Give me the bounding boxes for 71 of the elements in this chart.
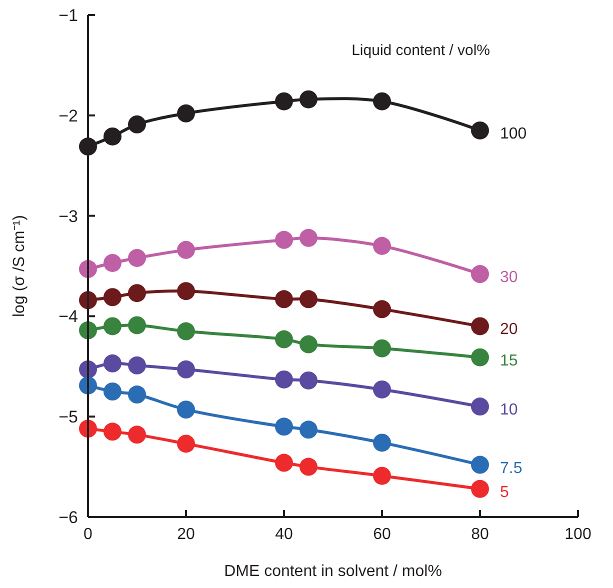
point bbox=[300, 458, 318, 476]
point bbox=[104, 127, 122, 146]
x-tick-label: 80 bbox=[471, 526, 489, 543]
point bbox=[300, 420, 318, 439]
point bbox=[471, 456, 489, 474]
series-label: 5 bbox=[500, 484, 509, 501]
point bbox=[104, 382, 122, 400]
y-tick-label: −3 bbox=[58, 206, 78, 226]
x-tick-label: 60 bbox=[373, 526, 391, 543]
point bbox=[373, 466, 391, 485]
point bbox=[177, 360, 195, 378]
y-axis-title: log (σ /S cm⁻¹) bbox=[11, 215, 28, 317]
point bbox=[177, 240, 195, 259]
series-label: 7.5 bbox=[500, 460, 522, 477]
series-label: 10 bbox=[500, 402, 518, 419]
point bbox=[300, 290, 318, 308]
point bbox=[373, 339, 391, 358]
point bbox=[104, 354, 122, 372]
point bbox=[128, 356, 146, 374]
point bbox=[104, 254, 122, 272]
point bbox=[275, 370, 293, 388]
point bbox=[177, 282, 195, 300]
point bbox=[128, 115, 146, 134]
point bbox=[471, 480, 489, 498]
point bbox=[373, 92, 391, 110]
point bbox=[128, 426, 146, 444]
point bbox=[373, 236, 391, 255]
point bbox=[275, 418, 293, 436]
y-tick-label: −6 bbox=[58, 508, 78, 527]
point bbox=[373, 434, 391, 452]
y-tick-label: −4 bbox=[58, 307, 78, 326]
point bbox=[104, 317, 122, 336]
x-tick-label: 20 bbox=[177, 526, 195, 543]
x-tick-label: 0 bbox=[84, 526, 93, 543]
point bbox=[128, 248, 146, 267]
point bbox=[104, 422, 122, 441]
point bbox=[275, 330, 293, 348]
point bbox=[128, 386, 146, 404]
point bbox=[373, 300, 391, 318]
y-tick-label: −5 bbox=[58, 408, 78, 427]
point bbox=[471, 348, 489, 366]
point bbox=[471, 317, 489, 336]
point bbox=[104, 288, 122, 306]
point bbox=[275, 92, 293, 110]
point bbox=[275, 230, 293, 249]
point bbox=[275, 454, 293, 472]
point bbox=[128, 284, 146, 302]
point bbox=[471, 121, 489, 140]
y-tick-label: −2 bbox=[58, 106, 78, 126]
point bbox=[128, 316, 146, 334]
point bbox=[275, 290, 293, 308]
x-tick-label: 40 bbox=[275, 526, 293, 543]
x-axis-title: DME content in solvent / mol% bbox=[224, 563, 442, 580]
point bbox=[177, 434, 195, 453]
point bbox=[177, 322, 195, 340]
point bbox=[177, 104, 195, 122]
point bbox=[373, 380, 391, 398]
point bbox=[300, 228, 318, 247]
series-label: 30 bbox=[500, 269, 518, 286]
point bbox=[300, 335, 318, 354]
series-label: 15 bbox=[500, 352, 518, 370]
legend-title: Liquid content / vol% bbox=[352, 42, 490, 60]
point bbox=[300, 371, 318, 390]
point bbox=[177, 400, 195, 419]
point bbox=[471, 398, 489, 416]
x-tick-label: 100 bbox=[564, 526, 592, 543]
y-tick-label: −1 bbox=[58, 6, 78, 25]
point bbox=[300, 90, 318, 108]
point bbox=[471, 265, 489, 284]
series-label: 20 bbox=[500, 321, 518, 338]
series-label: 100 bbox=[500, 125, 527, 142]
